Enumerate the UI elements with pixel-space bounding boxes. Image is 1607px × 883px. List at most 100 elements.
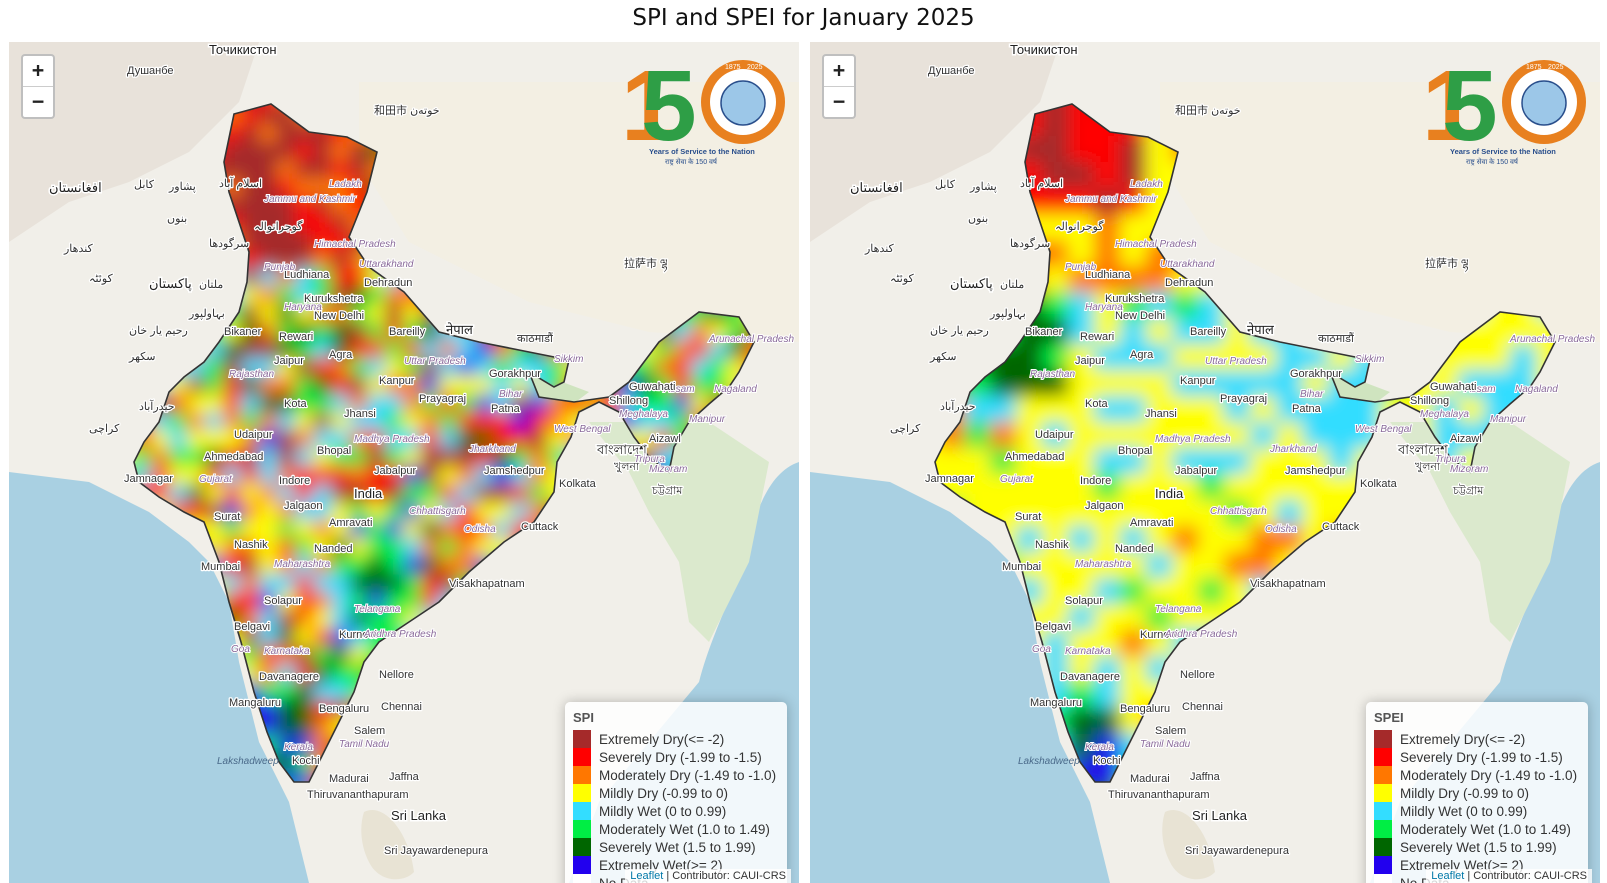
place-label: Jamshedpur <box>484 465 545 477</box>
place-label: Andhra Pradesh <box>363 629 437 640</box>
place-label: काठमाडौं <box>517 332 553 345</box>
place-label: Mizoram <box>1450 464 1488 475</box>
place-label: Himachal Pradesh <box>1115 239 1197 250</box>
place-label: Bareilly <box>389 326 426 338</box>
place-label: Davanagere <box>259 671 319 683</box>
legend-row: Extremely Dry(<= -2) <box>1374 730 1580 748</box>
place-label: Душанбе <box>928 65 975 77</box>
legend-label: Mildly Dry (-0.99 to 0) <box>599 785 729 801</box>
place-label: Jamnagar <box>124 473 173 485</box>
place-label: Bareilly <box>1190 326 1227 338</box>
place-label: Jamshedpur <box>1285 465 1346 477</box>
place-label: سکھر <box>128 351 155 363</box>
place-label: Jaipur <box>1075 355 1105 367</box>
place-label: Manipur <box>1490 414 1527 425</box>
place-label: Prayagraj <box>419 393 466 405</box>
place-label: Точикистон <box>1010 42 1078 57</box>
place-label: Chhattisgarh <box>1210 506 1267 517</box>
place-label: Kolkata <box>559 478 597 490</box>
place-label: Mizoram <box>649 464 687 475</box>
svg-text:राष्ट्र सेवा के 150 वर्ष: राष्ट्र सेवा के 150 वर्ष <box>1466 157 1519 166</box>
place-label: Jalgaon <box>284 500 323 512</box>
place-label: Guwahati <box>1430 381 1476 393</box>
place-label: Rewari <box>279 331 313 343</box>
legend-label: Extremely Wet(>= 2) <box>599 857 723 873</box>
place-label: 拉萨市 ལྷ <box>624 256 668 273</box>
place-label: Uttar Pradesh <box>1205 356 1267 367</box>
zoom-out-button[interactable]: − <box>23 86 53 117</box>
heat-cell <box>295 772 319 782</box>
place-label: New Delhi <box>314 310 364 322</box>
place-label: চট্টগ্রাম <box>1452 484 1484 497</box>
place-label: Meghalaya <box>619 409 668 420</box>
place-label: Bhopal <box>317 445 351 457</box>
place-label: Telangana <box>354 604 401 615</box>
place-label: کراچی <box>89 423 120 435</box>
legend-label: Mildly Wet (0 to 0.99) <box>1400 803 1528 819</box>
leaflet-link[interactable]: Leaflet <box>1431 870 1465 882</box>
zoom-out-button[interactable]: − <box>824 86 854 117</box>
basemap[interactable]: Точикистон Душанбе افغانستان کابل پشاور اسلام… <box>9 42 799 883</box>
place-label: Kochi <box>1093 755 1121 767</box>
spei-map[interactable]: Точикистон Душанбе افغانستان کابل پشاور اسلام… <box>810 42 1600 883</box>
zoom-in-button[interactable]: + <box>31 58 45 82</box>
place-label: খুলনা <box>1415 461 1441 473</box>
legend-row: Severely Wet (1.5 to 1.99) <box>1374 838 1580 856</box>
place-label: Belgavi <box>234 621 270 633</box>
svg-text:1: 1 <box>621 50 677 162</box>
place-label: بہاولپور <box>188 308 225 320</box>
place-label: Jammu and Kashmir <box>1064 194 1157 205</box>
svg-text:राष्ट्र सेवा के 150 वर्ष: राष्ट्र सेवा के 150 वर्ष <box>665 157 718 166</box>
spi-map[interactable]: Точикистон Душанбе افغانستان کابل پشاور اسلام… <box>9 42 799 883</box>
place-label: Jamnagar <box>925 473 974 485</box>
place-label: Bihar <box>1300 389 1324 400</box>
place-label: Chennai <box>1182 701 1223 713</box>
legend-swatch <box>1374 802 1392 820</box>
place-label: Ladakh <box>329 179 362 190</box>
place-label: Nanded <box>314 543 353 555</box>
place-label: Punjab <box>264 262 296 273</box>
place-label: Madhya Pradesh <box>1155 434 1231 445</box>
place-label: Kanpur <box>1180 375 1216 387</box>
leaflet-link[interactable]: Leaflet <box>630 870 664 882</box>
india-boundary <box>934 103 1556 783</box>
zoom-in-button[interactable]: + <box>832 58 846 82</box>
place-label: افغانستان <box>850 180 903 195</box>
place-label: Punjab <box>1065 262 1097 273</box>
place-label: Jaipur <box>274 355 304 367</box>
legend-swatch <box>573 856 591 874</box>
place-label: Точикистон <box>209 42 277 57</box>
legend-swatch <box>1374 820 1392 838</box>
legend-label: Moderately Dry (-1.49 to -1.0) <box>599 767 777 783</box>
place-label: Rajasthan <box>229 369 274 380</box>
place-label: حیدرآباد <box>940 400 976 413</box>
place-label: Kerala <box>284 742 313 753</box>
place-label: اسلام آباد <box>1020 177 1063 190</box>
svg-text:Years of Service to the Nation: Years of Service to the Nation <box>1450 147 1556 156</box>
place-label: Nellore <box>379 669 414 681</box>
place-label: 和田市 خوتەن <box>1175 103 1241 117</box>
place-label: Madurai <box>1130 773 1170 785</box>
place-label: Sri Lanka <box>1192 808 1248 823</box>
place-label: Bihar <box>499 389 523 400</box>
place-label: Gorakhpur <box>489 368 541 380</box>
svg-text:Years of Service to the Nation: Years of Service to the Nation <box>649 147 755 156</box>
place-label: Davanagere <box>1060 671 1120 683</box>
zoom-control[interactable]: + − <box>822 54 856 119</box>
place-label: پاکستان <box>950 276 993 292</box>
legend-label: Severely Dry (-1.99 to -1.5) <box>1400 749 1563 765</box>
zoom-control[interactable]: + − <box>21 54 55 119</box>
place-label: Kanpur <box>379 375 415 387</box>
place-label: بنوں <box>968 213 988 225</box>
place-label: Amravati <box>329 517 372 529</box>
place-label: Udaipur <box>1035 429 1074 441</box>
place-label: Himachal Pradesh <box>314 239 396 250</box>
place-label: Bengaluru <box>319 703 369 715</box>
legend-swatch <box>1374 838 1392 856</box>
place-label: Bengaluru <box>1120 703 1170 715</box>
imd-150-logo: 1 5 1875 2025 Years of Service to the Na… <box>1422 50 1586 166</box>
place-label: Bhopal <box>1118 445 1152 457</box>
place-label: Andhra Pradesh <box>1164 629 1238 640</box>
place-label: Assam <box>663 384 695 395</box>
legend-label: No Data <box>1400 875 1450 883</box>
